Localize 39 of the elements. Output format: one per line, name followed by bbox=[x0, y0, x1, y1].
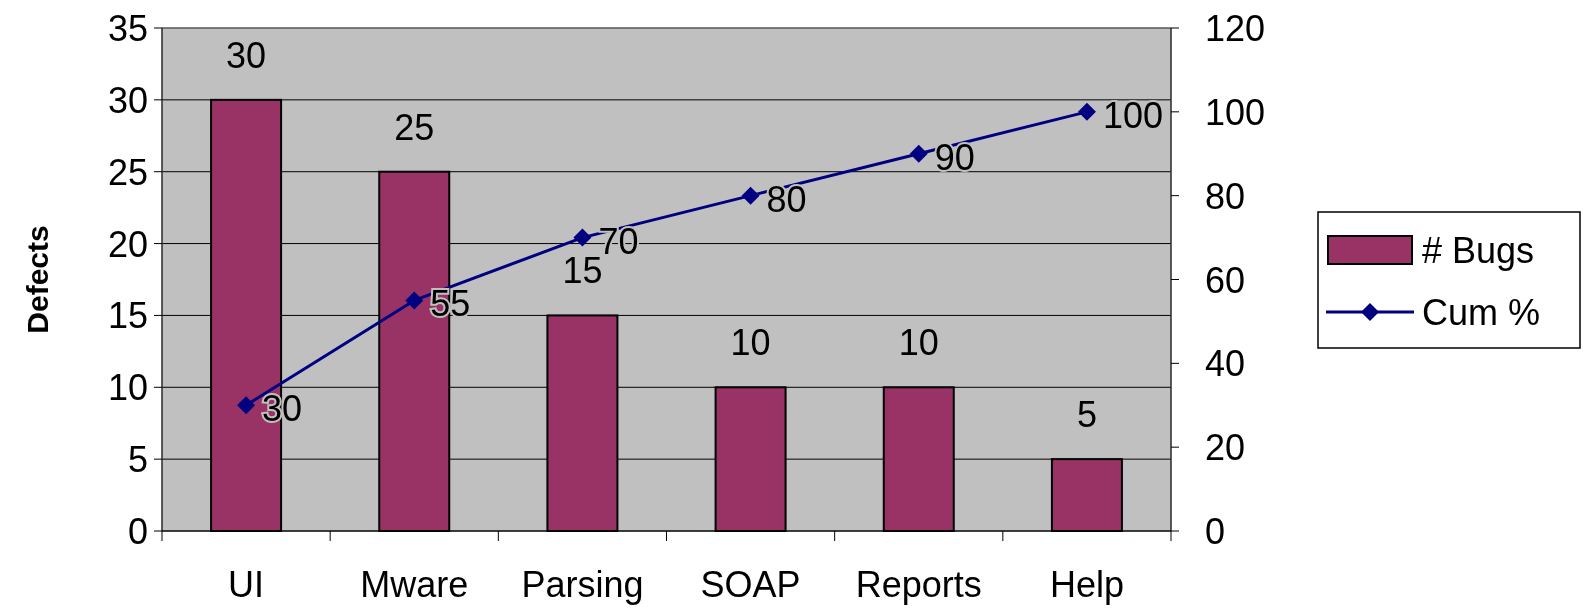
x-tick-label: Parsing bbox=[521, 564, 644, 605]
point bbox=[573, 228, 592, 247]
y-tick-label: 30 bbox=[107, 79, 148, 121]
y2-tick-label: 20 bbox=[1205, 427, 1246, 469]
data-label: 5 bbox=[1076, 394, 1097, 436]
data-label: 30 bbox=[226, 34, 267, 76]
y2-tick-label: 0 bbox=[1205, 511, 1226, 552]
x-tick-label: Reports bbox=[855, 564, 982, 605]
y-tick-label: 35 bbox=[107, 8, 148, 49]
legend-label: # Bugs bbox=[1422, 230, 1535, 271]
x-tick-label: UI bbox=[228, 564, 265, 605]
data-label: 10 bbox=[898, 322, 939, 364]
y2-tick-label: 60 bbox=[1205, 259, 1246, 301]
data-label: 90 bbox=[934, 136, 975, 178]
x-tick-label: Mware bbox=[360, 564, 469, 605]
point bbox=[405, 291, 424, 310]
data-label: 10 bbox=[730, 322, 771, 364]
x-tick-label: Help bbox=[1049, 564, 1124, 605]
y-tick-label: 10 bbox=[107, 367, 148, 409]
y-tick-label: 25 bbox=[107, 151, 148, 193]
y2-tick-label: 80 bbox=[1205, 175, 1246, 217]
y2-tick-label: 100 bbox=[1205, 91, 1266, 133]
x-tick-label: SOAP bbox=[700, 564, 801, 605]
y2-tick-label: 120 bbox=[1205, 8, 1266, 49]
data-label: 15 bbox=[562, 250, 603, 292]
y2-tick-label: 40 bbox=[1205, 343, 1246, 385]
point bbox=[237, 396, 256, 415]
point bbox=[741, 186, 760, 205]
y-tick-label: 0 bbox=[127, 511, 148, 552]
y-axis-title: Defects bbox=[21, 225, 54, 334]
point bbox=[909, 144, 928, 163]
y-tick-label: 5 bbox=[127, 439, 148, 481]
data-label: 25 bbox=[394, 106, 435, 148]
y-tick-label: 15 bbox=[107, 295, 148, 337]
data-label: 100 bbox=[1102, 94, 1163, 136]
point bbox=[1077, 102, 1096, 121]
y-tick-label: 20 bbox=[107, 223, 148, 265]
data-label: 80 bbox=[766, 178, 807, 220]
legend-label: Cum % bbox=[1422, 292, 1541, 333]
